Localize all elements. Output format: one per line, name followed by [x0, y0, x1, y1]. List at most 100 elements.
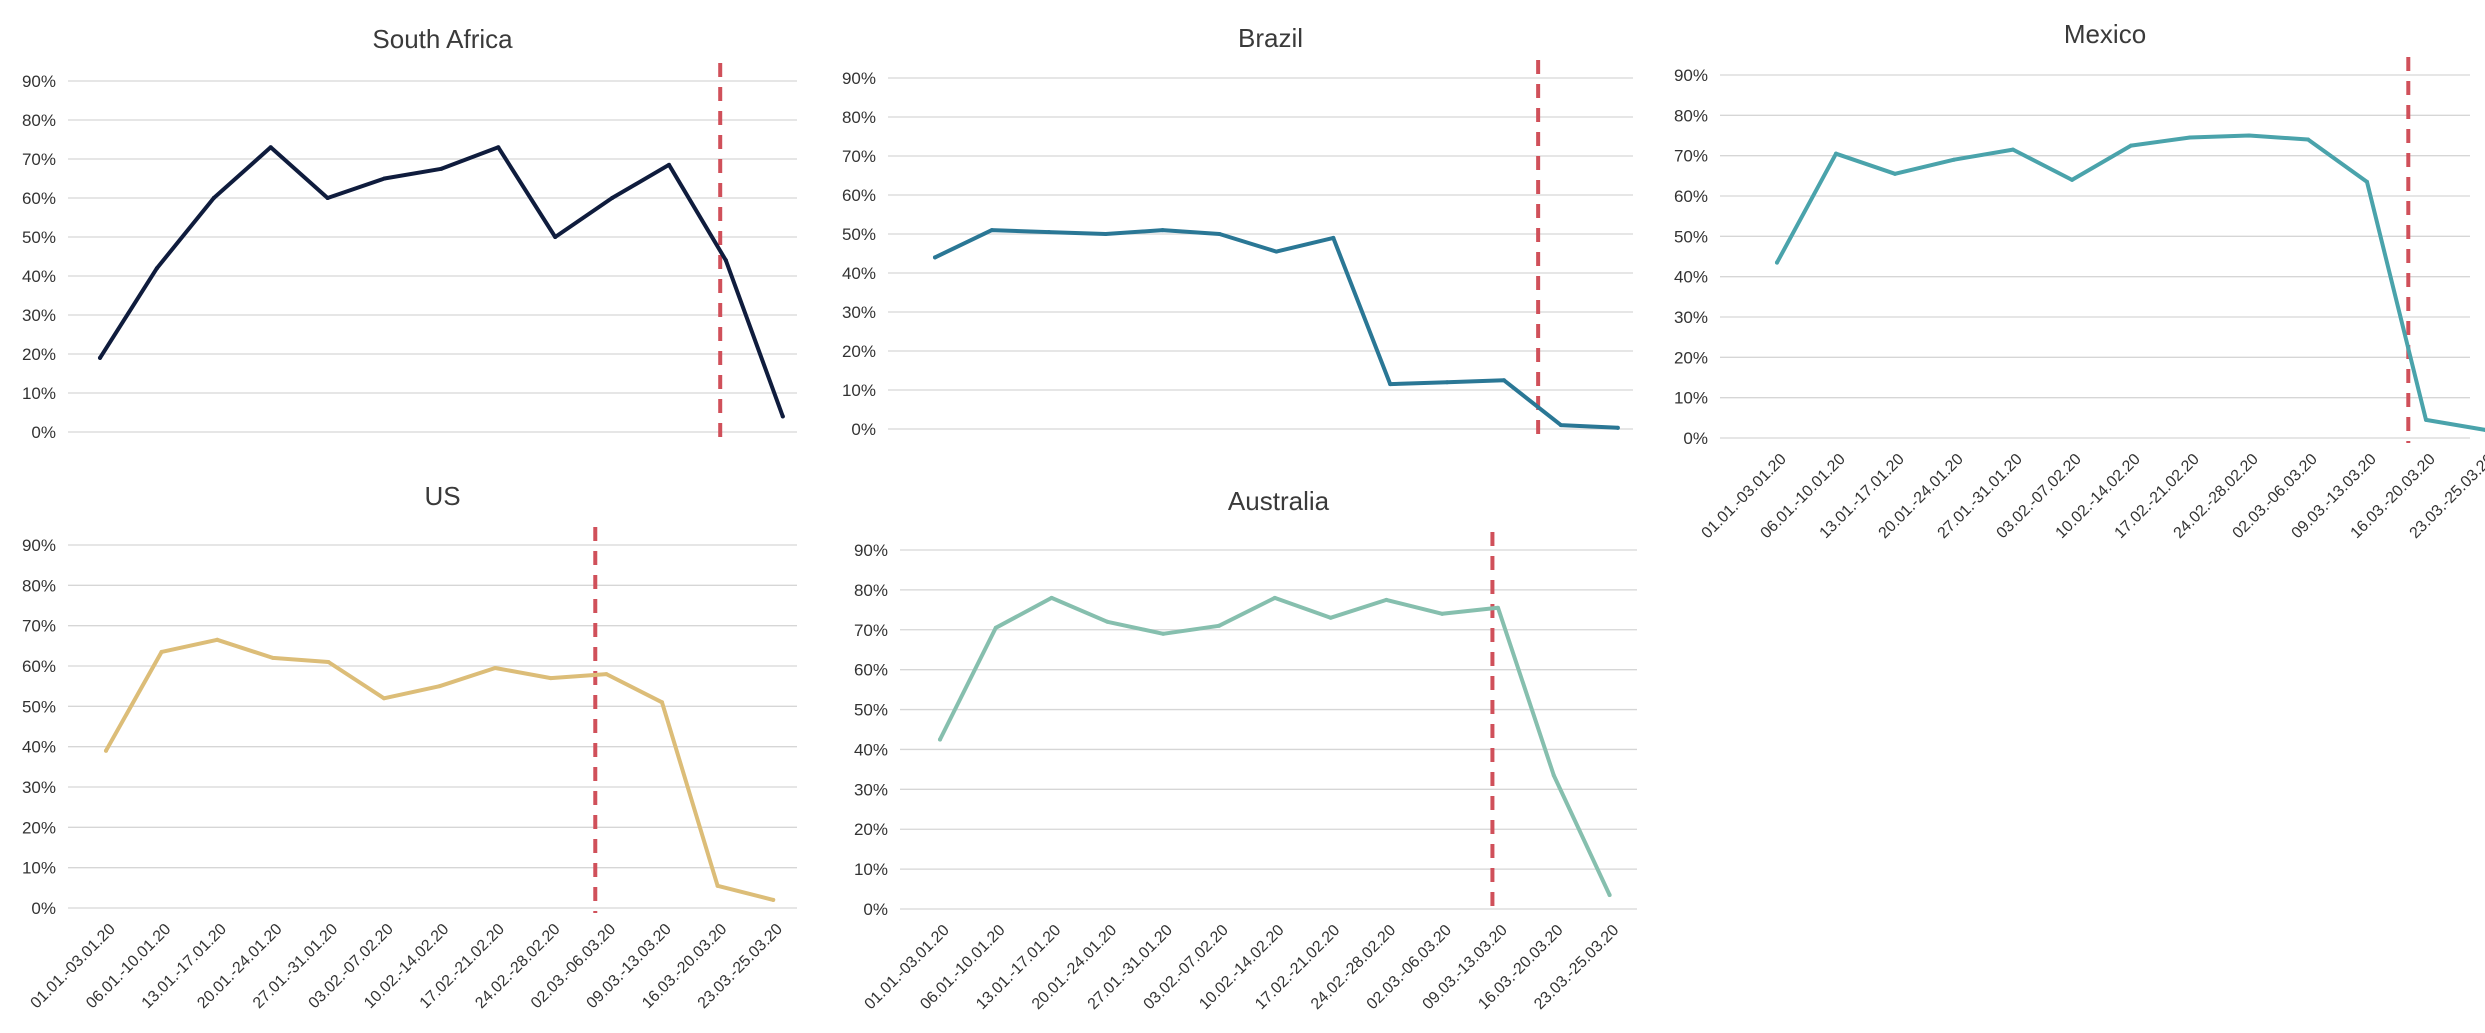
- data-point-south-africa-1: [154, 266, 159, 271]
- data-point-brazil-9: [1445, 380, 1450, 385]
- chart-south-africa: South Africa 0% 10% 20% 30% 40% 50% 60% 70% 80% 90…: [22, 24, 797, 442]
- data-point-mexico-4: [2011, 147, 2015, 152]
- data-point-mexico-2: [1893, 171, 1897, 176]
- chart-title-south-africa: South Africa: [372, 24, 513, 54]
- data-point-mexico-6: [2129, 143, 2133, 148]
- y-tick-us-7: 70%: [22, 617, 56, 636]
- y-tick-australia-4: 40%: [854, 740, 888, 759]
- y-tick-south-africa-5: 50%: [22, 228, 56, 247]
- y-tick-us-4: 40%: [22, 738, 56, 757]
- y-tick-south-africa-1: 10%: [22, 384, 56, 403]
- y-tick-mexico-4: 40%: [1674, 268, 1708, 287]
- data-point-australia-2: [1049, 595, 1054, 600]
- y-tick-mexico-7: 70%: [1674, 147, 1708, 166]
- y-tick-south-africa-2: 20%: [22, 345, 56, 364]
- data-point-us-3: [270, 655, 275, 660]
- chart-title-australia: Australia: [1228, 486, 1330, 516]
- data-point-south-africa-10: [667, 162, 671, 167]
- y-tick-australia-7: 70%: [854, 621, 888, 640]
- chart-australia: Australia0%10%20%30%40%50%60%70%80%90%01…: [854, 486, 1637, 1013]
- data-point-brazil-1: [989, 228, 994, 233]
- data-point-australia-9: [1440, 611, 1445, 616]
- chart-title-brazil: Brazil: [1238, 23, 1303, 53]
- data-point-south-africa-7: [496, 145, 501, 150]
- data-point-mexico-0: [1775, 260, 1779, 265]
- chart-brazil: Brazil 0% 10% 20% 30% 40% 50% 60% 70% 80% 90%: [842, 23, 1633, 439]
- data-point-south-africa-9: [610, 196, 615, 200]
- data-point-south-africa-8: [553, 235, 558, 239]
- data-point-us-12: [771, 897, 776, 902]
- series-line-mexico: [1775, 133, 2485, 432]
- data-point-brazil-5: [1217, 232, 1222, 236]
- data-point-us-6: [437, 684, 442, 689]
- y-tick-south-africa-9: 90%: [22, 72, 56, 91]
- data-point-us-5: [382, 696, 386, 701]
- data-point-brazil-3: [1103, 232, 1108, 236]
- y-tick-south-africa-6: 60%: [22, 189, 56, 208]
- series-line-us: [104, 637, 776, 902]
- data-point-us-11: [715, 883, 720, 888]
- data-point-australia-4: [1161, 631, 1166, 636]
- data-point-australia-5: [1217, 623, 1221, 628]
- data-point-australia-1: [993, 625, 998, 630]
- y-tick-mexico-0: 0%: [1683, 429, 1708, 448]
- data-point-australia-12: [1607, 893, 1612, 898]
- y-tick-mexico-2: 20%: [1674, 348, 1708, 367]
- y-tick-us-0: 0%: [31, 899, 56, 918]
- data-point-australia-11: [1551, 773, 1556, 778]
- y-tick-australia-5: 50%: [854, 701, 888, 720]
- data-point-australia-8: [1384, 597, 1389, 602]
- data-point-us-9: [604, 672, 609, 677]
- data-point-brazil-2: [1046, 230, 1051, 235]
- y-tick-us-8: 80%: [22, 576, 56, 595]
- y-tick-us-3: 30%: [22, 778, 56, 797]
- data-point-us-7: [493, 666, 498, 671]
- series-line-brazil: [933, 228, 1620, 430]
- y-tick-australia-0: 0%: [863, 900, 888, 919]
- y-tick-brazil-2: 20%: [842, 342, 876, 361]
- data-point-brazil-11: [1558, 423, 1563, 428]
- y-tick-brazil-4: 40%: [842, 264, 876, 283]
- y-tick-brazil-3: 30%: [842, 303, 876, 322]
- y-tick-brazil-8: 80%: [842, 108, 876, 127]
- data-point-south-africa-5: [382, 176, 387, 181]
- y-tick-australia-1: 10%: [854, 860, 888, 879]
- y-tick-australia-3: 30%: [854, 780, 888, 799]
- data-point-mexico-10: [2365, 179, 2369, 184]
- y-tick-brazil-6: 60%: [842, 186, 876, 205]
- data-point-australia-10: [1496, 605, 1500, 610]
- data-point-brazil-7: [1331, 235, 1336, 240]
- y-tick-mexico-1: 10%: [1674, 389, 1708, 408]
- y-tick-us-5: 50%: [22, 697, 56, 716]
- y-tick-south-africa-7: 70%: [22, 150, 56, 169]
- series-line-south-africa: [98, 145, 785, 419]
- y-tick-brazil-0: 0%: [851, 420, 876, 439]
- data-point-us-8: [548, 676, 553, 681]
- data-point-mexico-1: [1834, 151, 1838, 156]
- data-point-south-africa-11: [723, 258, 728, 263]
- data-point-us-2: [215, 637, 220, 642]
- data-point-australia-7: [1328, 615, 1333, 620]
- data-point-australia-6: [1272, 595, 1277, 600]
- data-point-us-4: [326, 659, 331, 664]
- data-point-brazil-8: [1388, 382, 1393, 387]
- data-point-south-africa-4: [325, 196, 330, 200]
- y-tick-australia-9: 90%: [854, 541, 888, 560]
- data-point-us-10: [660, 700, 664, 705]
- y-tick-south-africa-8: 80%: [22, 111, 56, 130]
- y-tick-us-2: 20%: [22, 818, 56, 837]
- data-point-south-africa-2: [211, 196, 216, 200]
- y-tick-us-6: 60%: [22, 657, 56, 676]
- data-point-south-africa-0: [98, 355, 102, 360]
- data-point-mexico-8: [2247, 133, 2251, 138]
- y-tick-south-africa-3: 30%: [22, 306, 56, 325]
- data-point-brazil-0: [933, 255, 937, 260]
- y-tick-brazil-7: 70%: [842, 147, 876, 166]
- y-tick-us-1: 10%: [22, 859, 56, 878]
- data-point-brazil-12: [1615, 425, 1620, 430]
- data-point-us-0: [104, 748, 108, 753]
- chart-title-us: US: [424, 481, 460, 511]
- data-point-us-1: [159, 649, 164, 654]
- data-point-south-africa-12: [780, 414, 785, 419]
- y-tick-australia-6: 60%: [854, 661, 888, 680]
